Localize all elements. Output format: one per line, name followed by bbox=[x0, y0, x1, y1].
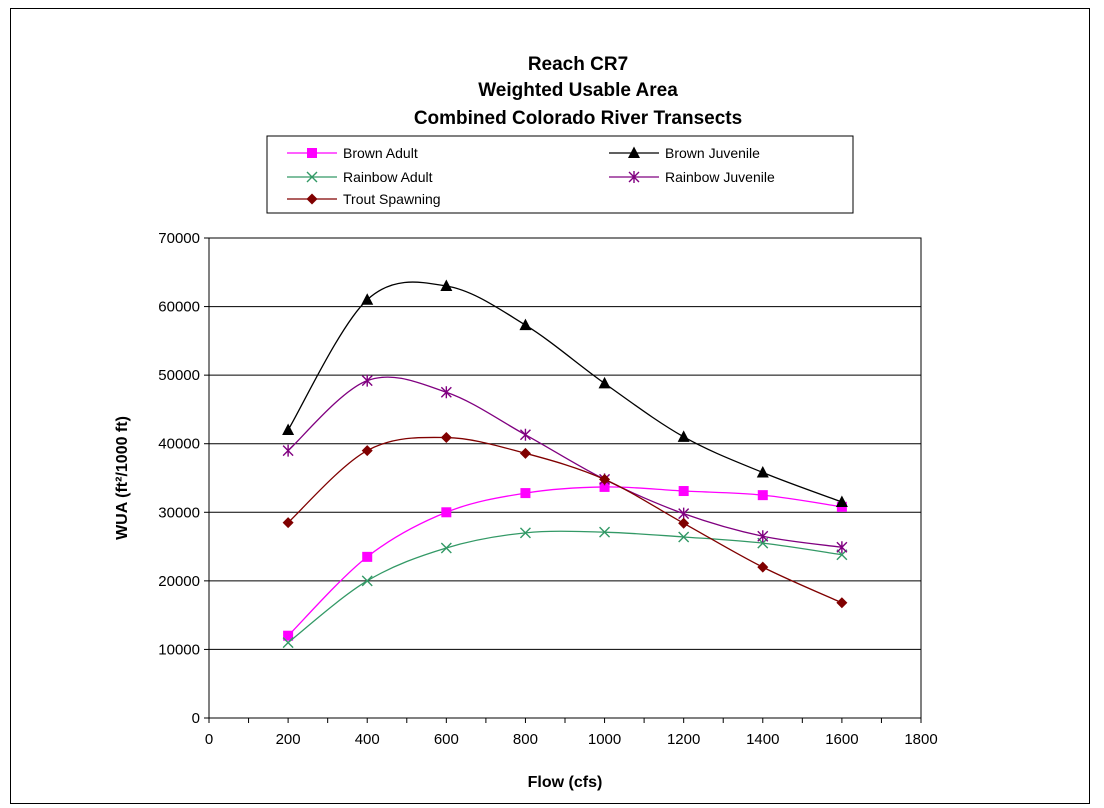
data-point-brown-juvenile bbox=[756, 466, 769, 478]
x-tick-label: 200 bbox=[276, 731, 301, 748]
series-line-brown-juvenile bbox=[287, 281, 843, 503]
y-tick-label: 20000 bbox=[158, 573, 200, 590]
plot-area bbox=[208, 237, 922, 719]
series-rainbow-juvenile bbox=[282, 374, 848, 554]
y-tick-label: 30000 bbox=[158, 504, 200, 521]
legend: Brown Adult Brown Juvenile Rainbow Adult Ra… bbox=[266, 135, 854, 214]
series-brown-adult bbox=[283, 481, 847, 641]
legend-item-brown-juvenile: Brown Juvenile bbox=[609, 145, 760, 161]
chart-title-line-1: Reach CR7 bbox=[528, 54, 628, 75]
chart-title: Reach CR7 Weighted Usable Area Combined … bbox=[414, 54, 742, 129]
data-point-rainbow-juvenile bbox=[519, 428, 531, 441]
data-point-rainbow-juvenile bbox=[440, 386, 452, 399]
data-point-rainbow-adult bbox=[599, 526, 611, 538]
data-point-rainbow-adult bbox=[282, 637, 294, 649]
data-point-brown-juvenile bbox=[440, 279, 453, 291]
data-point-rainbow-juvenile bbox=[836, 541, 848, 554]
data-point-trout-spawning bbox=[599, 473, 611, 485]
data-point-rainbow-juvenile bbox=[282, 444, 294, 457]
data-point-brown-adult bbox=[441, 507, 452, 518]
legend-label: Trout Spawning bbox=[343, 191, 441, 207]
x-tick-label: 400 bbox=[355, 731, 380, 748]
data-point-brown-adult bbox=[362, 551, 373, 562]
data-point-trout-spawning bbox=[361, 445, 373, 457]
series-layer bbox=[282, 279, 848, 649]
data-point-trout-spawning bbox=[519, 447, 531, 459]
legend-label: Brown Adult bbox=[343, 145, 418, 161]
data-point-rainbow-juvenile bbox=[757, 530, 769, 543]
legend-box bbox=[266, 135, 854, 214]
legend-swatch-marker bbox=[306, 193, 318, 205]
x-tick-label: 800 bbox=[513, 731, 538, 748]
data-point-rainbow-juvenile bbox=[678, 507, 690, 520]
y-tick-label: 40000 bbox=[158, 436, 200, 453]
data-point-trout-spawning bbox=[440, 432, 452, 444]
x-tick-label: 1400 bbox=[746, 731, 779, 748]
legend-swatch-marker bbox=[306, 171, 318, 183]
data-point-rainbow-adult bbox=[361, 575, 373, 587]
data-point-rainbow-adult bbox=[440, 542, 452, 554]
x-axis: 0 200 400 600 800 1000 1200 1400 1600 1800 bbox=[205, 718, 938, 748]
x-axis-title: Flow (cfs) bbox=[528, 774, 603, 791]
y-tick-label: 60000 bbox=[158, 299, 200, 316]
chart-title-line-3: Combined Colorado River Transects bbox=[414, 108, 742, 129]
y-tick-label: 70000 bbox=[158, 230, 200, 247]
x-tick-label: 600 bbox=[434, 731, 459, 748]
data-point-brown-adult bbox=[757, 490, 768, 501]
data-point-brown-adult bbox=[678, 486, 689, 497]
data-point-trout-spawning bbox=[757, 561, 769, 573]
series-line-rainbow-juvenile bbox=[287, 376, 842, 548]
data-point-brown-juvenile bbox=[361, 293, 374, 305]
legend-swatch-marker bbox=[628, 171, 640, 183]
legend-swatch-marker bbox=[628, 146, 640, 158]
data-point-rainbow-adult bbox=[678, 531, 690, 543]
legend-swatch-marker bbox=[307, 148, 317, 158]
data-point-brown-juvenile bbox=[282, 423, 295, 435]
y-tick-label: 0 bbox=[192, 710, 200, 727]
data-point-brown-adult bbox=[283, 630, 294, 641]
legend-label: Rainbow Juvenile bbox=[665, 169, 775, 185]
legend-item-brown-adult: Brown Adult bbox=[287, 145, 418, 161]
y-axis: 0 10000 20000 30000 40000 50000 60000 70000 bbox=[158, 230, 209, 727]
data-point-rainbow-juvenile bbox=[361, 374, 373, 387]
data-point-rainbow-adult bbox=[519, 527, 531, 539]
data-point-brown-juvenile bbox=[835, 495, 848, 507]
chart-title-line-2: Weighted Usable Area bbox=[478, 80, 678, 101]
data-point-brown-adult bbox=[520, 488, 531, 499]
data-point-trout-spawning bbox=[678, 517, 690, 529]
series-trout-spawning bbox=[282, 432, 848, 609]
y-tick-label: 10000 bbox=[158, 641, 200, 658]
legend-label: Brown Juvenile bbox=[665, 145, 760, 161]
y-tick-label: 50000 bbox=[158, 367, 200, 384]
legend-item-rainbow-adult: Rainbow Adult bbox=[287, 169, 433, 185]
series-rainbow-adult bbox=[282, 526, 848, 649]
chart: Reach CR7 Weighted Usable Area Combined … bbox=[114, 54, 938, 791]
legend-item-trout-spawning: Trout Spawning bbox=[287, 191, 441, 207]
series-brown-juvenile bbox=[282, 279, 848, 507]
x-tick-label: 0 bbox=[205, 731, 213, 748]
legend-item-rainbow-juvenile: Rainbow Juvenile bbox=[609, 169, 775, 185]
data-point-brown-juvenile bbox=[677, 430, 690, 442]
gridlines bbox=[209, 237, 921, 650]
data-point-brown-juvenile bbox=[598, 376, 611, 389]
x-tick-label: 1800 bbox=[904, 731, 937, 748]
y-axis-title: WUA (ft²/1000 ft) bbox=[114, 416, 131, 540]
x-tick-label: 1000 bbox=[588, 731, 621, 748]
data-point-trout-spawning bbox=[282, 517, 294, 529]
x-tick-label: 1200 bbox=[667, 731, 700, 748]
chart-frame: Reach CR7 Weighted Usable Area Combined … bbox=[10, 8, 1090, 804]
x-tick-label: 1600 bbox=[825, 731, 858, 748]
data-point-trout-spawning bbox=[836, 597, 848, 609]
data-point-brown-adult bbox=[599, 481, 610, 492]
data-point-brown-juvenile bbox=[519, 318, 532, 331]
legend-label: Rainbow Adult bbox=[343, 169, 433, 185]
